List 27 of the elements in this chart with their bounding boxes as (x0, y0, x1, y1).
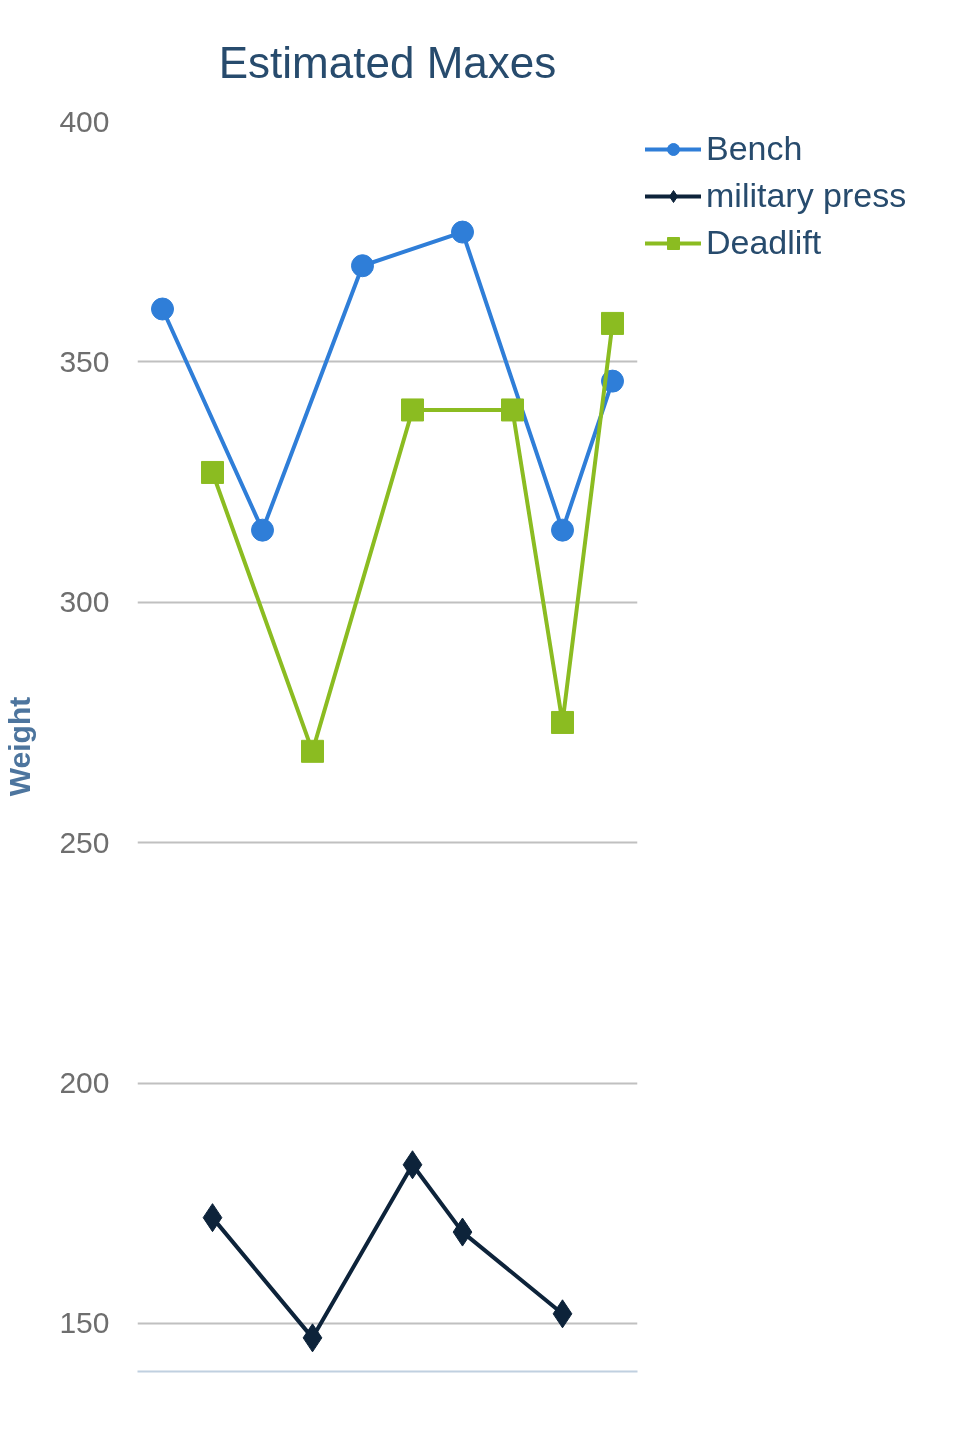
legend-label: Bench (706, 129, 803, 168)
y-tick-label: 300 (59, 585, 110, 619)
point (551, 518, 574, 542)
point (251, 518, 274, 542)
y-tick-label: 200 (59, 1066, 110, 1100)
point (151, 297, 174, 321)
point (402, 1150, 423, 1180)
y-tick-label: 150 (59, 1306, 110, 1340)
y-axis-title: Weight (3, 696, 37, 797)
y-tick-label: 350 (59, 344, 110, 378)
y-tick-label: 250 (59, 825, 110, 859)
point (601, 311, 624, 335)
point (301, 739, 324, 763)
point (302, 1323, 323, 1353)
point (401, 398, 424, 422)
point (201, 460, 224, 484)
point (452, 1217, 473, 1247)
point (501, 398, 524, 422)
point (551, 710, 574, 734)
point (552, 1299, 573, 1329)
y-tick-label: 400 (59, 104, 110, 138)
legend-label: Deadlift (706, 223, 822, 262)
point (351, 254, 374, 278)
chart-title: Estimated Maxes (218, 37, 557, 87)
point (202, 1203, 223, 1233)
legend-label: military press (706, 176, 907, 215)
point (451, 220, 474, 244)
